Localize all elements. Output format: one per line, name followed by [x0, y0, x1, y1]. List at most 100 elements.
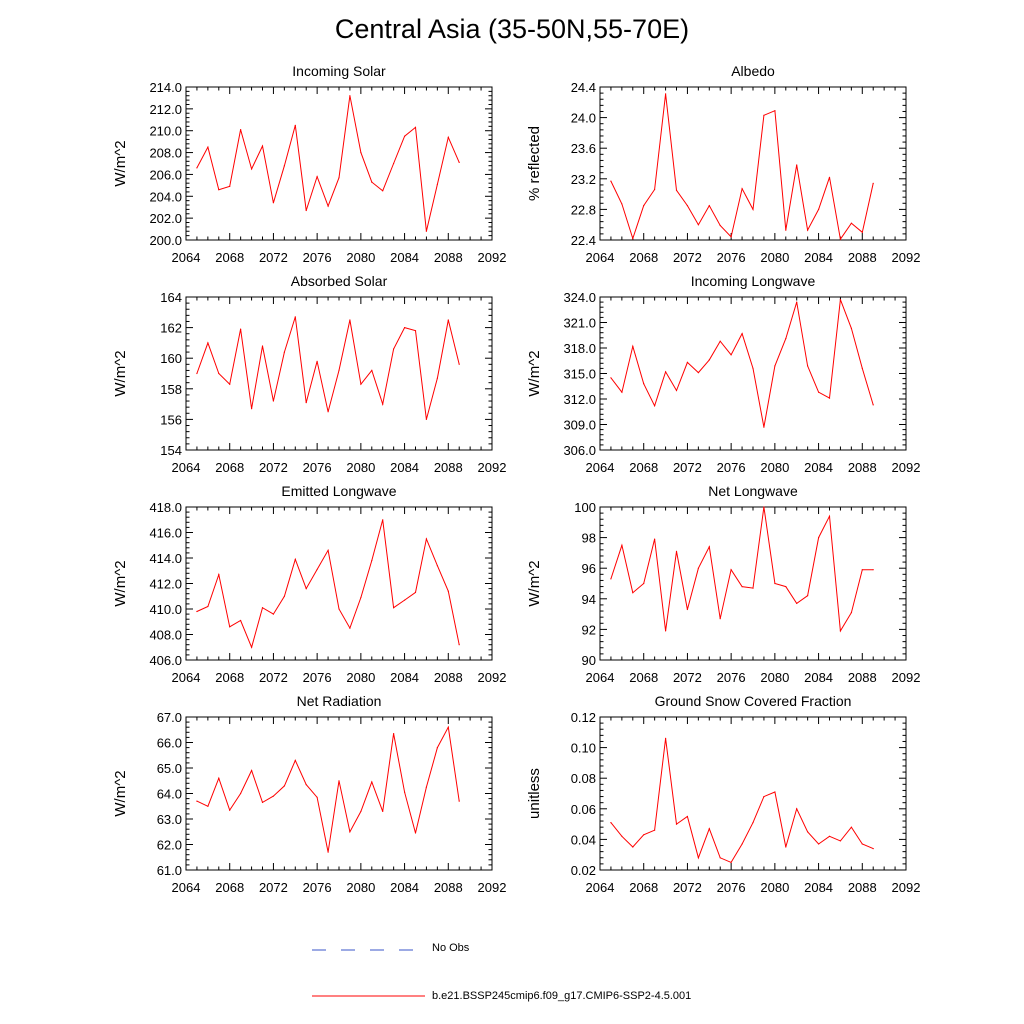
y-tick-label: 315.0	[563, 367, 596, 382]
x-tick-label: 2080	[760, 460, 789, 475]
data-point	[447, 319, 449, 321]
y-tick-label: 63.0	[157, 812, 182, 827]
data-point	[872, 848, 874, 850]
data-point	[828, 397, 831, 399]
x-tick-label: 2068	[629, 880, 658, 895]
data-point	[686, 815, 689, 818]
y-tick-label: 24.4	[571, 80, 596, 95]
data-point	[632, 592, 634, 594]
data-point	[697, 224, 700, 226]
data-point	[272, 613, 274, 615]
chart-panel-6: 2064 2068 2072 2076 2080 2084 2088 2092 90 92 94 96…	[526, 483, 920, 685]
y-tick-label: 61.0	[157, 863, 182, 878]
data-point	[774, 110, 776, 112]
x-tick-label: 2064	[586, 880, 615, 895]
data-point	[404, 599, 406, 601]
data-point	[872, 569, 874, 571]
data-point	[436, 183, 438, 185]
x-tick-label: 2084	[804, 250, 833, 265]
data-point	[251, 769, 253, 772]
x-tick-label: 2080	[346, 880, 375, 895]
x-tick-label: 2072	[673, 460, 702, 475]
data-point	[316, 796, 318, 798]
y-tick-label: 212.0	[149, 102, 182, 117]
y-tick-label: 0.06	[571, 802, 596, 817]
data-point	[338, 608, 340, 610]
data-point	[207, 605, 209, 608]
y-tick-label: 92	[582, 622, 596, 637]
x-tick-label: 2092	[478, 250, 507, 265]
data-point	[294, 759, 296, 762]
panel-title: Net Longwave	[708, 483, 798, 499]
x-tick-label: 2072	[673, 880, 702, 895]
data-point	[371, 369, 373, 371]
data-point	[414, 832, 417, 834]
data-point	[425, 786, 427, 788]
data-point	[393, 348, 395, 350]
data-point	[621, 203, 623, 205]
x-tick-label: 2076	[303, 250, 332, 265]
data-point	[382, 810, 384, 813]
data-point	[807, 229, 809, 231]
data-point	[240, 328, 242, 330]
data-point	[850, 612, 853, 614]
data-point	[610, 377, 612, 379]
y-tick-label: 23.2	[571, 172, 596, 187]
x-tick-label: 2080	[760, 880, 789, 895]
data-point	[196, 372, 198, 375]
y-tick-label: 408.0	[149, 628, 182, 643]
x-tick-label: 2080	[760, 250, 789, 265]
y-tick-label: 90	[582, 653, 596, 668]
data-point	[196, 610, 198, 613]
data-point	[393, 607, 395, 609]
y-axis-label: W/m^2	[112, 140, 129, 186]
y-axis-label: W/m^2	[112, 770, 129, 816]
data-point	[316, 176, 318, 178]
panel-title: Albedo	[731, 63, 775, 79]
data-point	[294, 316, 296, 318]
data-point	[382, 519, 384, 521]
y-tick-label: 154	[160, 443, 182, 458]
plot-frame	[599, 506, 907, 661]
data-point	[436, 377, 438, 379]
x-tick-label: 2072	[259, 250, 288, 265]
x-tick-label: 2084	[390, 880, 419, 895]
legend-run-label: b.e21.BSSP245cmip6.f09_g17.CMIP6-SSP2-4.…	[432, 990, 692, 1002]
data-point	[872, 182, 874, 184]
chart-panel-2: 2064 2068 2072 2076 2080 2084 2088 2092 22.4 22.8…	[526, 63, 920, 265]
data-point	[675, 389, 678, 392]
panel-title: Emitted Longwave	[281, 483, 396, 499]
data-point	[675, 823, 678, 825]
data-point	[327, 205, 329, 207]
data-point	[818, 843, 820, 845]
data-point	[458, 363, 460, 365]
x-tick-label: 2080	[346, 250, 375, 265]
x-tick-label: 2088	[848, 250, 877, 265]
x-tick-label: 2072	[673, 250, 702, 265]
y-tick-label: 67.0	[157, 710, 182, 725]
data-point	[610, 578, 612, 580]
x-tick-label: 2072	[673, 670, 702, 685]
data-point	[251, 168, 253, 170]
data-point	[393, 162, 395, 165]
x-tick-label: 2076	[303, 880, 332, 895]
x-tick-label: 2092	[478, 670, 507, 685]
data-point	[261, 801, 264, 804]
series-line-1	[196, 95, 460, 232]
data-point	[828, 515, 831, 517]
y-tick-label: 206.0	[149, 167, 182, 182]
data-point	[818, 208, 820, 210]
data-point	[327, 851, 329, 853]
data-point	[272, 795, 274, 797]
data-point	[643, 205, 645, 207]
y-tick-label: 0.02	[571, 863, 596, 878]
series-line-1	[196, 725, 460, 853]
x-tick-label: 2088	[434, 250, 463, 265]
x-tick-label: 2084	[390, 250, 419, 265]
data-point	[229, 383, 231, 385]
y-axis-label: W/m^2	[112, 350, 129, 396]
data-point	[850, 222, 853, 224]
data-point	[861, 231, 863, 233]
data-point	[610, 180, 612, 182]
data-point	[458, 800, 460, 802]
